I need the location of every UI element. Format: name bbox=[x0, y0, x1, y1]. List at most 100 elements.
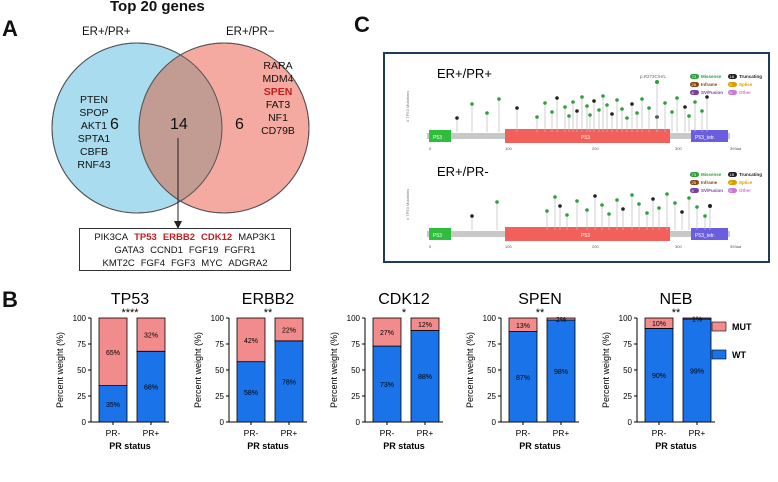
venn-right-gene-list: RARA MDM4 SPEN FAT3 NF1 CD79B bbox=[254, 60, 302, 138]
lollipop-head bbox=[683, 105, 687, 109]
lollipop-head bbox=[615, 98, 619, 102]
gene-label: RARA bbox=[263, 60, 293, 72]
panel-letter-a: A bbox=[2, 16, 18, 41]
legend-count: 18 bbox=[730, 74, 735, 79]
lollipop-head bbox=[600, 203, 604, 207]
lollipop-head bbox=[620, 107, 624, 111]
lollipop-head bbox=[651, 197, 655, 201]
legend-badge bbox=[690, 74, 699, 79]
lollipop-head bbox=[575, 109, 579, 113]
bar-mut bbox=[682, 317, 712, 320]
shared-gene-row: GATA3 CCND1 FGF19 FGFR1 bbox=[80, 244, 290, 257]
legend-count: 73 bbox=[692, 172, 697, 177]
lollipop-head bbox=[585, 104, 589, 108]
y-tick-label: 0 bbox=[220, 418, 225, 427]
y-tick-label: 25 bbox=[623, 392, 632, 401]
legend-count: 0 bbox=[730, 180, 733, 185]
lollipop-head bbox=[555, 96, 559, 100]
x-tick-label: PR- bbox=[380, 428, 395, 438]
legend-swatch bbox=[711, 321, 727, 332]
lollipop-head bbox=[647, 106, 651, 110]
lollipop-head bbox=[535, 115, 539, 119]
y-tick-label: 0 bbox=[628, 418, 633, 427]
lollipop-head bbox=[497, 97, 501, 101]
bar-label-wt: 87% bbox=[516, 375, 530, 382]
bar-label-mut: 65% bbox=[106, 350, 120, 357]
track-label: ER+/PR- bbox=[437, 164, 489, 179]
y-tick-label: 25 bbox=[351, 392, 360, 401]
bar-mut bbox=[372, 317, 402, 347]
lollipop-head bbox=[693, 100, 697, 104]
legend-badge bbox=[690, 188, 699, 193]
lollipop-head bbox=[567, 114, 571, 118]
bar-label-mut: 1% bbox=[692, 317, 702, 324]
lollipop-head bbox=[485, 111, 489, 115]
domain-label: P53_tetr. bbox=[695, 233, 715, 239]
lollipop-svg: ER+/PR+ # TP53 Mutations P53 P53 P53_tetr. 0 1… bbox=[405, 66, 762, 249]
x-tick-label: PR- bbox=[516, 428, 531, 438]
y-tick-label: 75 bbox=[623, 340, 632, 349]
lollipop-head bbox=[645, 211, 649, 215]
y-axis-label: Percent weight (%) bbox=[329, 332, 339, 408]
x-axis-label: PR status bbox=[519, 441, 561, 451]
x-tick-label: PR- bbox=[244, 428, 259, 438]
legend-label: Missense bbox=[701, 172, 722, 177]
x-tick-label: PR+ bbox=[417, 428, 434, 438]
gene-label: NF1 bbox=[268, 112, 288, 124]
lollipop-head bbox=[550, 110, 554, 114]
lollipop-head bbox=[680, 210, 684, 214]
legend-swatch bbox=[711, 349, 727, 360]
chart-title: SPEN bbox=[518, 291, 562, 308]
gene-label: KMT2C bbox=[102, 258, 135, 269]
lollipop-head bbox=[558, 204, 562, 208]
y-tick-label: 50 bbox=[487, 366, 496, 375]
gene-label: PTEN bbox=[79, 94, 108, 106]
axis-tick-label: 300 bbox=[675, 146, 682, 151]
legend-count: 25 bbox=[692, 82, 697, 87]
legend-label: WT bbox=[732, 350, 746, 360]
legend-badge bbox=[728, 180, 737, 185]
lollipop-head bbox=[663, 101, 667, 105]
lollipop-head bbox=[470, 214, 474, 218]
bar-wt bbox=[136, 350, 166, 423]
lollipop-head bbox=[630, 193, 634, 197]
lollipop-head bbox=[610, 112, 614, 116]
gene-label: FGFR1 bbox=[224, 245, 256, 256]
bar-label-mut: 27% bbox=[380, 330, 394, 337]
gene-label: CCND1 bbox=[150, 245, 183, 256]
bar-wt bbox=[546, 319, 576, 423]
lollipop-head bbox=[700, 109, 704, 113]
shared-gene-row: KMT2C FGF4 FGF3 MYC ADGRA2 bbox=[80, 257, 290, 270]
gene-label: CDK12 bbox=[201, 232, 233, 243]
legend-label: Truncating bbox=[739, 172, 762, 177]
axis-tick-label: 393aa bbox=[730, 244, 742, 249]
gene-label: ERBB2 bbox=[162, 232, 196, 243]
lollipop-head bbox=[695, 205, 699, 209]
y-tick-label: 25 bbox=[487, 392, 496, 401]
track-label: ER+/PR+ bbox=[437, 66, 492, 81]
legend-count: 0 bbox=[730, 90, 733, 95]
bar-label-mut: 42% bbox=[244, 338, 258, 345]
legend-badge bbox=[728, 82, 737, 87]
significance-marker: * bbox=[402, 307, 407, 319]
venn-right-label: ER+/PR− bbox=[226, 26, 275, 38]
bar-wt bbox=[682, 318, 712, 423]
axis-tick-label: 0 bbox=[429, 244, 432, 249]
domain-label: P53_tetr. bbox=[695, 135, 715, 141]
hotspot-annotation: p.R273C/H/L bbox=[640, 74, 667, 79]
lollipop-panel: ER+/PR+ # TP53 Mutations P53 P53 P53_tetr. 0 1… bbox=[383, 52, 770, 263]
lollipop-head bbox=[553, 195, 557, 199]
x-tick-label: PR+ bbox=[689, 428, 706, 438]
lollipop-head bbox=[657, 206, 661, 210]
y-axis-label: Percent weight (%) bbox=[193, 332, 203, 408]
gene-label: SPTA1 bbox=[77, 133, 111, 145]
lollipop-head bbox=[575, 199, 579, 203]
significance-marker: **** bbox=[121, 307, 139, 319]
y-tick-label: 0 bbox=[82, 418, 87, 427]
lollipop-head bbox=[625, 116, 629, 120]
lollipop-head bbox=[455, 116, 459, 120]
chart-title: ERBB2 bbox=[242, 291, 295, 308]
lollipop-head bbox=[630, 102, 634, 106]
lollipop-head bbox=[705, 95, 709, 99]
domain-label: P53 bbox=[433, 233, 442, 239]
